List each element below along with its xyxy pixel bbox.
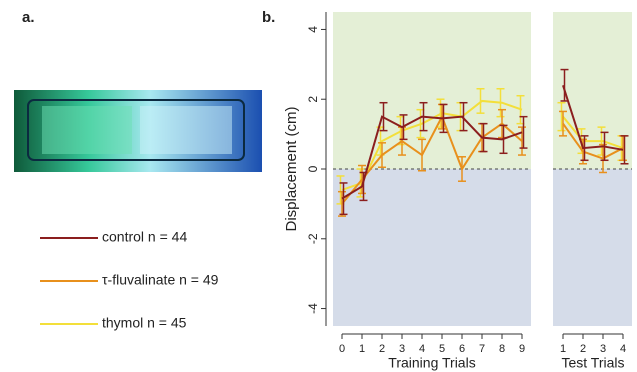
error-bar bbox=[600, 131, 609, 162]
x-tick-label: 5 bbox=[439, 343, 445, 355]
x-axis-title: Test Trials bbox=[561, 355, 624, 371]
error-bar bbox=[559, 110, 567, 137]
x-tick-label: 7 bbox=[479, 343, 485, 355]
error-bar bbox=[418, 138, 426, 172]
y-axis-title: Displacement (cm) bbox=[283, 106, 300, 231]
error-bar bbox=[496, 88, 505, 118]
error-bar bbox=[378, 142, 386, 169]
positive-region bbox=[553, 12, 632, 169]
error-bar bbox=[459, 101, 468, 132]
error-bar bbox=[339, 182, 348, 216]
error-bar bbox=[419, 101, 428, 132]
error-bar bbox=[379, 101, 388, 132]
error-bar bbox=[439, 103, 448, 134]
x-tick-label: 9 bbox=[519, 343, 525, 355]
x-tick-label: 2 bbox=[580, 343, 586, 355]
tray-cell bbox=[140, 106, 232, 154]
legend-label: control n = 44 bbox=[102, 229, 187, 245]
error-bar bbox=[580, 135, 589, 162]
error-bar bbox=[458, 156, 466, 182]
x-tick-label: 4 bbox=[620, 343, 626, 355]
negative-region bbox=[553, 169, 632, 326]
x-tick-label: 8 bbox=[499, 343, 505, 355]
series-line bbox=[341, 114, 523, 205]
series-line bbox=[562, 123, 624, 160]
error-bar bbox=[476, 88, 485, 114]
x-tick-label: 6 bbox=[459, 343, 465, 355]
x-tick-label: 3 bbox=[399, 343, 405, 355]
error-bar bbox=[359, 171, 368, 202]
error-bar bbox=[519, 115, 528, 149]
legend-label: τ-fluvalinate n = 49 bbox=[102, 272, 219, 288]
legend-label: thymol n = 45 bbox=[102, 315, 187, 331]
series-line bbox=[562, 84, 624, 151]
panel-label: b. bbox=[262, 9, 275, 26]
x-tick-label: 3 bbox=[600, 343, 606, 355]
error-bar bbox=[560, 68, 569, 102]
error-bar bbox=[499, 124, 508, 155]
error-bar bbox=[338, 190, 346, 217]
y-tick-label: 4 bbox=[306, 26, 320, 33]
error-bar bbox=[358, 164, 366, 195]
negative-region bbox=[333, 169, 531, 326]
series-line bbox=[562, 116, 624, 150]
positive-region bbox=[333, 12, 531, 169]
x-tick-label: 0 bbox=[339, 343, 345, 355]
x-tick-label: 1 bbox=[560, 343, 566, 355]
y-tick-label: 0 bbox=[306, 165, 320, 172]
tray-outline bbox=[27, 99, 245, 161]
panel-label: a. bbox=[22, 9, 35, 26]
x-tick-label: 4 bbox=[419, 343, 425, 355]
y-tick-label: -2 bbox=[306, 233, 320, 244]
x-tick-label: 1 bbox=[359, 343, 365, 355]
error-bar bbox=[599, 143, 607, 174]
x-tick-label: 2 bbox=[379, 343, 385, 355]
error-bar bbox=[399, 114, 408, 141]
tray-cell bbox=[42, 106, 132, 154]
error-bar bbox=[479, 122, 488, 153]
error-bar bbox=[557, 101, 566, 132]
error-bar bbox=[620, 135, 629, 165]
y-tick-label: 2 bbox=[306, 96, 320, 103]
y-tick-label: -4 bbox=[306, 303, 320, 314]
error-bar bbox=[518, 126, 526, 156]
series-line bbox=[341, 115, 523, 200]
x-axis-title: Training Trials bbox=[388, 355, 475, 371]
